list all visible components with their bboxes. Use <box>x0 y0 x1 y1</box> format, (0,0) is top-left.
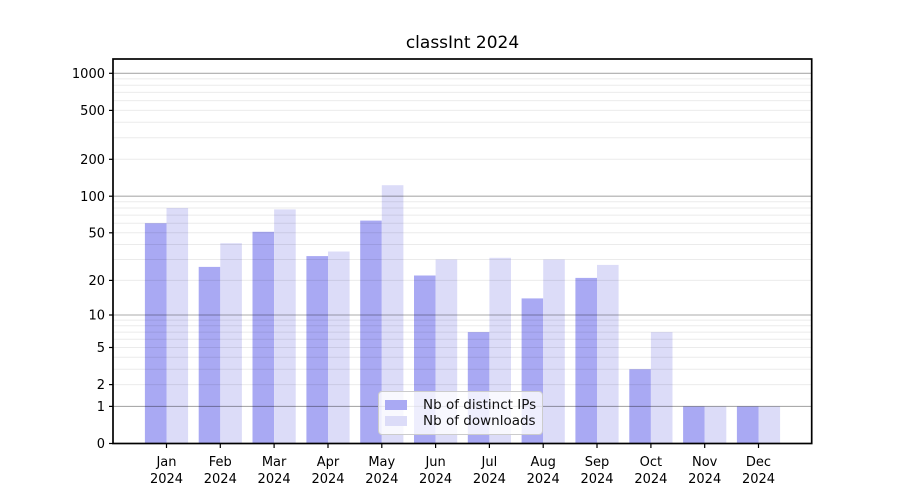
bar-downloads-dec <box>758 406 781 444</box>
bar-downloads-sep <box>597 264 619 444</box>
bar-downloads-mar <box>274 209 296 444</box>
bar-downloads-aug <box>543 259 565 444</box>
bar-ips-oct <box>629 369 651 444</box>
axes-box <box>112 58 813 445</box>
x-tick-label: Mar 2024 <box>258 455 291 487</box>
legend-swatch-downloads <box>385 416 407 426</box>
legend-swatch-distinct-ips <box>385 400 407 410</box>
bar-downloads-apr <box>328 251 350 444</box>
y-tick-label: 0 <box>97 437 105 452</box>
x-tick-label: Aug 2024 <box>527 455 560 487</box>
bar-downloads-may <box>381 185 404 444</box>
chart-title: classInt 2024 <box>405 33 520 53</box>
plot-border <box>112 58 813 445</box>
bar-ips-apr <box>306 256 328 444</box>
bar-ips-nov <box>683 406 705 444</box>
y-tick-label: 2 <box>97 378 105 393</box>
x-axis: Jan 2024 Feb 2024 Mar 2024 Apr 2024 May 2024 Jun 20… <box>150 443 775 487</box>
y-tick-label: 1 <box>97 400 105 415</box>
bar-ips-sep <box>575 277 597 444</box>
x-tick-label: Oct 2024 <box>634 455 667 487</box>
bar-ips-may <box>360 220 382 444</box>
bar-ips-mar <box>252 231 275 444</box>
y-tick-label: 50 <box>88 226 105 241</box>
legend: Nb of distinct IPs Nb of downloads <box>378 391 543 435</box>
y-tick-label: 5 <box>97 341 105 356</box>
bar-downloads-feb <box>220 243 242 444</box>
bar-ips-jan <box>144 223 167 444</box>
y-tick-label: 1000 <box>72 67 105 82</box>
y-axis: 0 1 2 5 10 20 50 100 200 500 1000 <box>72 67 113 452</box>
y-tick-label: 200 <box>80 153 105 168</box>
minor-gridlines <box>113 78 812 386</box>
x-tick-label: Nov 2024 <box>688 455 721 487</box>
legend-label-downloads: Nb of downloads <box>423 413 536 429</box>
y-tick-label: 100 <box>80 190 105 205</box>
bar-downloads-oct <box>650 332 673 444</box>
legend-label-distinct-ips: Nb of distinct IPs <box>423 397 537 413</box>
legend-row-downloads: Nb of downloads <box>385 413 536 429</box>
bar-downloads-jan <box>166 208 189 444</box>
x-tick-label: Sep 2024 <box>580 455 613 487</box>
y-tick-label: 20 <box>88 274 105 289</box>
x-tick-label: Dec 2024 <box>742 455 775 487</box>
x-tick-label: May 2024 <box>365 455 398 487</box>
bar-downloads-nov <box>704 406 727 444</box>
x-tick-label: Jun 2024 <box>419 455 452 487</box>
x-tick-label: Jan 2024 <box>150 455 183 487</box>
x-tick-label: Apr 2024 <box>311 455 344 487</box>
y-tick-label: 500 <box>80 104 105 119</box>
bar-ips-dec <box>736 406 759 444</box>
x-tick-label: Feb 2024 <box>204 455 237 487</box>
x-tick-label: Jul 2024 <box>473 455 506 487</box>
bar-ips-feb <box>198 266 221 444</box>
y-tick-label: 10 <box>88 309 105 324</box>
legend-row-distinct-ips: Nb of distinct IPs <box>385 397 537 413</box>
